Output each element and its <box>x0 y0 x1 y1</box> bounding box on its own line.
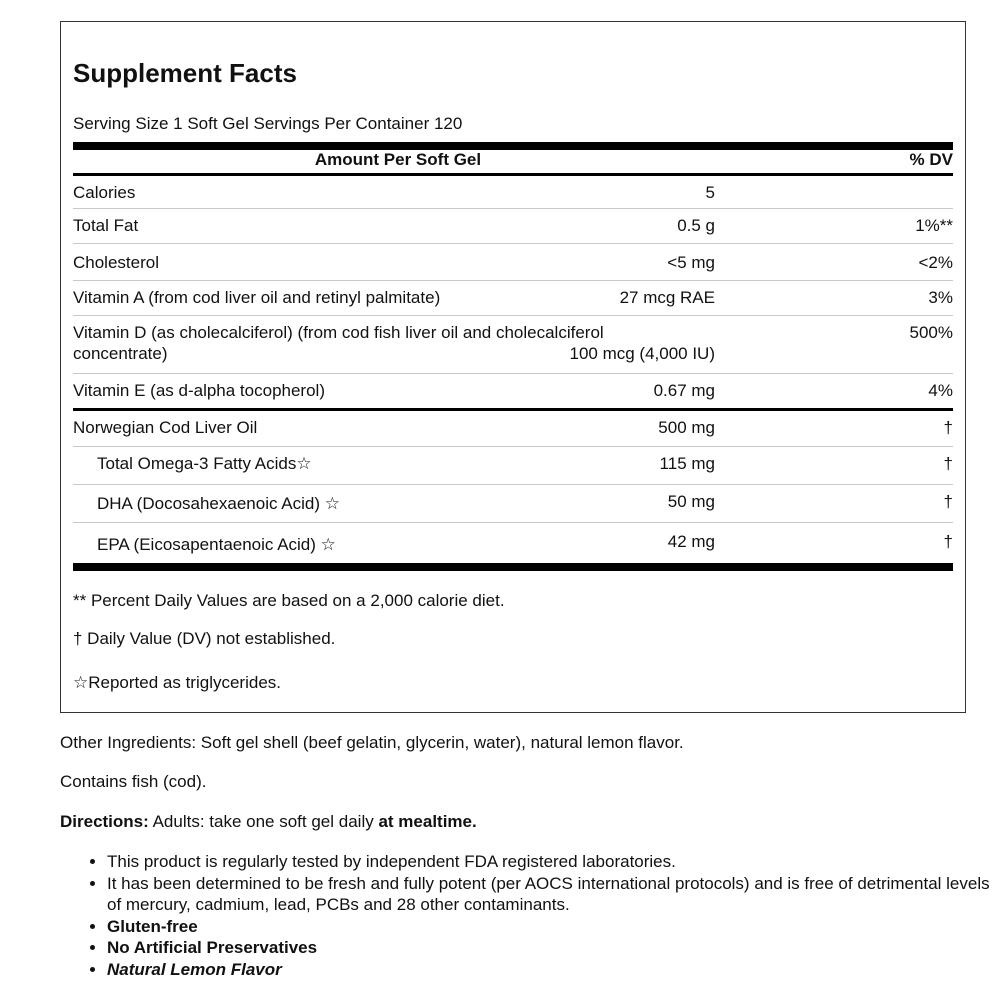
nutrient-name: Norwegian Cod Liver Oil <box>73 418 258 437</box>
nutrient-name: Total Fat <box>73 216 139 235</box>
nutrient-dv: 1%** <box>915 216 953 235</box>
nutrient-dv: <2% <box>918 253 954 272</box>
footnote-dagger: † Daily Value (DV) not established. <box>73 629 336 648</box>
nutrient-name: Total Omega-3 Fatty Acids☆ <box>97 454 312 473</box>
nutrient-dv: † <box>943 454 953 473</box>
header-divider <box>73 173 953 176</box>
table-row: Vitamin D (as cholecalciferol) (from cod… <box>73 316 953 374</box>
nutrient-amount: 27 mcg RAE <box>619 288 715 307</box>
list-item: Gluten-free <box>107 916 1000 938</box>
nutrient-amount: 500 mg <box>658 418 715 437</box>
table-row: Cholesterol <5 mg <2% <box>73 244 953 281</box>
table-row: Total Fat 0.5 g 1%** <box>73 209 953 244</box>
footnote-dv: ** Percent Daily Values are based on a 2… <box>73 591 505 610</box>
list-item: This product is regularly tested by inde… <box>107 851 1000 873</box>
table-row: Calories 5 <box>73 176 953 209</box>
amount-header: Amount Per Soft Gel <box>314 150 482 169</box>
nutrient-amount: 50 mg <box>667 492 715 511</box>
feature-list: This product is regularly tested by inde… <box>60 851 1000 980</box>
nutrient-amount: 42 mg <box>667 532 715 551</box>
nutrient-dv: † <box>943 532 953 551</box>
nutrient-dv: † <box>943 492 953 511</box>
table-row: Norwegian Cod Liver Oil 500 mg † <box>73 411 953 447</box>
nutrient-name: DHA (Docosahexaenoic Acid) ☆ <box>97 494 340 513</box>
nutrient-dv: 3% <box>928 288 953 307</box>
nutrient-amount: 0.67 mg <box>653 381 715 400</box>
nutrient-name: EPA (Eicosapentaenoic Acid) ☆ <box>97 535 336 554</box>
nutrient-amount: 100 mcg (4,000 IU) <box>569 344 715 363</box>
table-row: Total Omega-3 Fatty Acids☆ 115 mg † <box>73 447 953 485</box>
table-row: Vitamin E (as d-alpha tocopherol) 0.67 mg… <box>73 374 953 409</box>
nutrient-name: Vitamin E (as d-alpha tocopherol) <box>73 381 325 400</box>
nutrient-dv: 4% <box>928 381 953 400</box>
nutrient-name: Cholesterol <box>73 253 159 272</box>
serving-info: Serving Size 1 Soft Gel Servings Per Con… <box>73 114 463 133</box>
directions: Directions: Adults: take one soft gel da… <box>60 812 477 832</box>
list-item: Natural Lemon Flavor <box>107 959 1000 981</box>
table-row: DHA (Docosahexaenoic Acid) ☆ 50 mg † <box>73 485 953 523</box>
table-row: EPA (Eicosapentaenoic Acid) ☆ 42 mg † <box>73 523 953 563</box>
supplement-facts-panel: Supplement Facts Serving Size 1 Soft Gel… <box>60 21 966 713</box>
nutrient-amount: 115 mg <box>659 454 715 473</box>
nutrient-name: Vitamin D (as cholecalciferol) (from cod… <box>73 323 604 363</box>
directions-text: Adults: take one soft gel daily <box>148 812 379 831</box>
footnote-star: ☆Reported as triglycerides. <box>73 673 281 692</box>
thick-divider <box>73 563 953 571</box>
section-divider <box>73 408 953 411</box>
allergen-statement: Contains fish (cod). <box>60 772 207 791</box>
nutrient-amount: 0.5 g <box>677 216 715 235</box>
table-row: Vitamin A (from cod liver oil and retiny… <box>73 281 953 316</box>
dv-header: % DV <box>909 150 953 169</box>
nutrient-name: Vitamin A (from cod liver oil and retiny… <box>73 288 441 307</box>
nutrient-amount: <5 mg <box>667 253 715 272</box>
list-item: It has been determined to be fresh and f… <box>107 873 1000 916</box>
thick-divider <box>73 142 953 150</box>
panel-title: Supplement Facts <box>73 58 297 88</box>
nutrient-dv: † <box>943 418 953 437</box>
nutrient-amount: 5 <box>705 183 715 202</box>
other-ingredients: Other Ingredients: Soft gel shell (beef … <box>60 733 684 752</box>
directions-emphasis: at mealtime. <box>378 812 477 831</box>
directions-label: Directions: <box>60 812 149 831</box>
table-header: Amount Per Soft Gel % DV <box>73 150 953 174</box>
nutrient-dv: 500% <box>909 323 953 342</box>
list-item: No Artificial Preservatives <box>107 937 1000 959</box>
nutrient-name: Calories <box>73 183 136 202</box>
